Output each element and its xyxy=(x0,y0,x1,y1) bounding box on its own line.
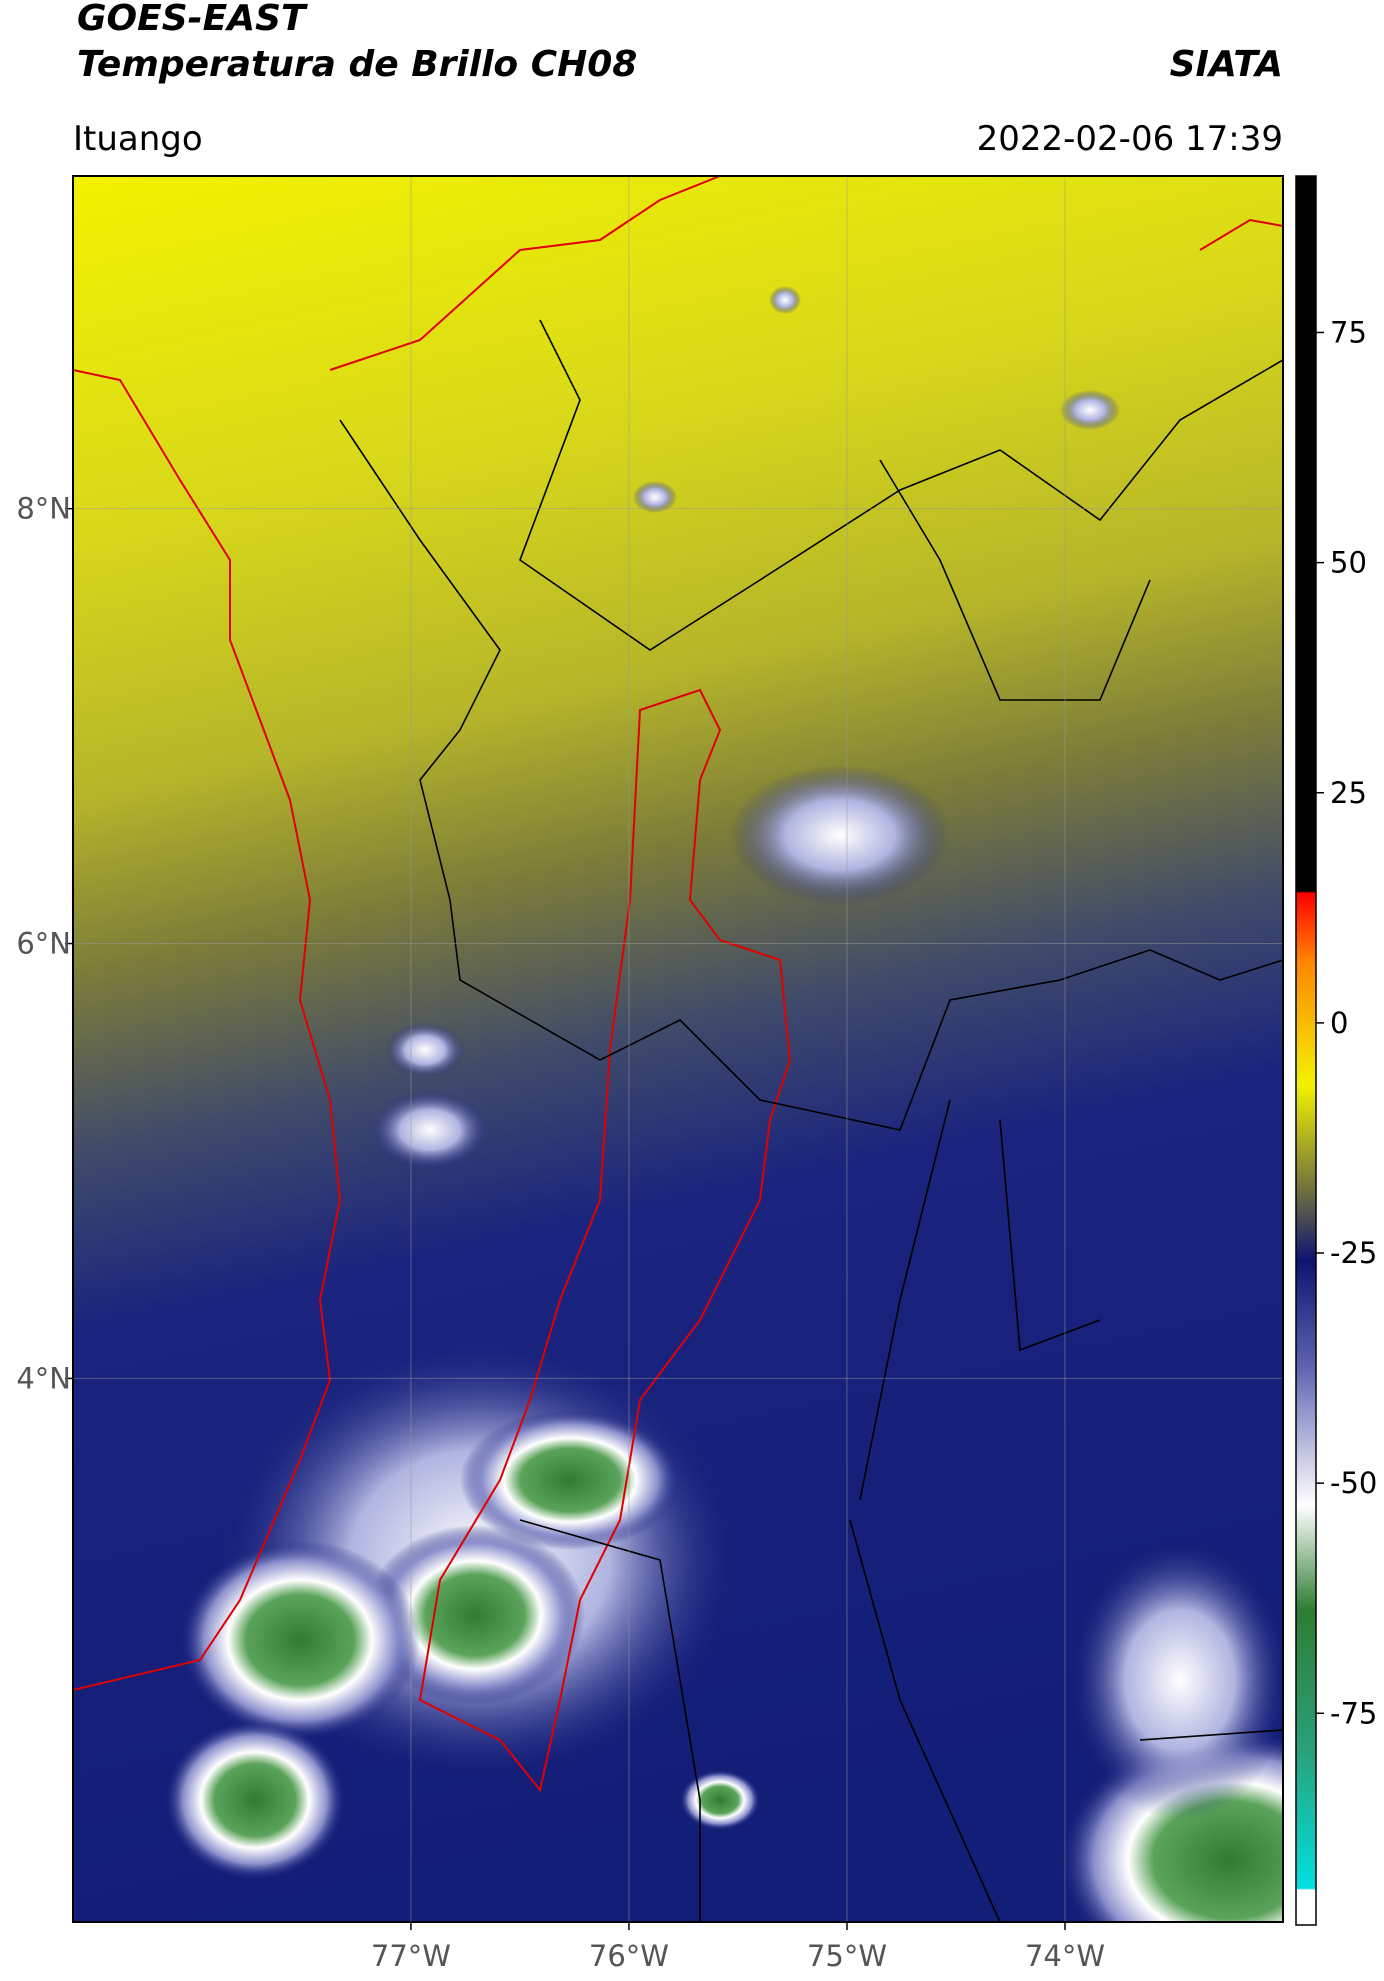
colorbar-tick-label: 25 xyxy=(1330,776,1367,810)
satellite-image xyxy=(73,176,1283,1922)
colorbar-tick-label: 50 xyxy=(1330,546,1367,580)
y-tick-label: 8°N xyxy=(16,492,71,526)
x-tick-label: 77°W xyxy=(371,1939,451,1973)
y-tick-label: 4°N xyxy=(16,1361,71,1395)
datetime: 2022-02-06 17:39 xyxy=(977,119,1283,159)
colorbar xyxy=(1295,175,1317,1926)
x-tick-label: 74°W xyxy=(1025,1939,1105,1973)
map-frame xyxy=(72,175,1284,1923)
colorbar-tick-label: 0 xyxy=(1330,1006,1348,1040)
location: Ituango xyxy=(73,119,203,159)
colorbar-tick-label: -25 xyxy=(1330,1236,1377,1270)
title-line1: GOES-EAST xyxy=(77,0,308,39)
brand: SIATA xyxy=(1170,44,1283,85)
x-tick-label: 75°W xyxy=(807,1939,887,1973)
colorbar-tick-label: 75 xyxy=(1330,315,1367,349)
title-line2: Temperatura de Brillo CH08 xyxy=(77,44,637,85)
colorbar-tick-label: -50 xyxy=(1330,1466,1377,1500)
y-tick-label: 6°N xyxy=(16,927,71,961)
x-tick-label: 76°W xyxy=(589,1939,669,1973)
colorbar-tick-label: -75 xyxy=(1330,1696,1377,1730)
graticule xyxy=(73,176,1283,1922)
